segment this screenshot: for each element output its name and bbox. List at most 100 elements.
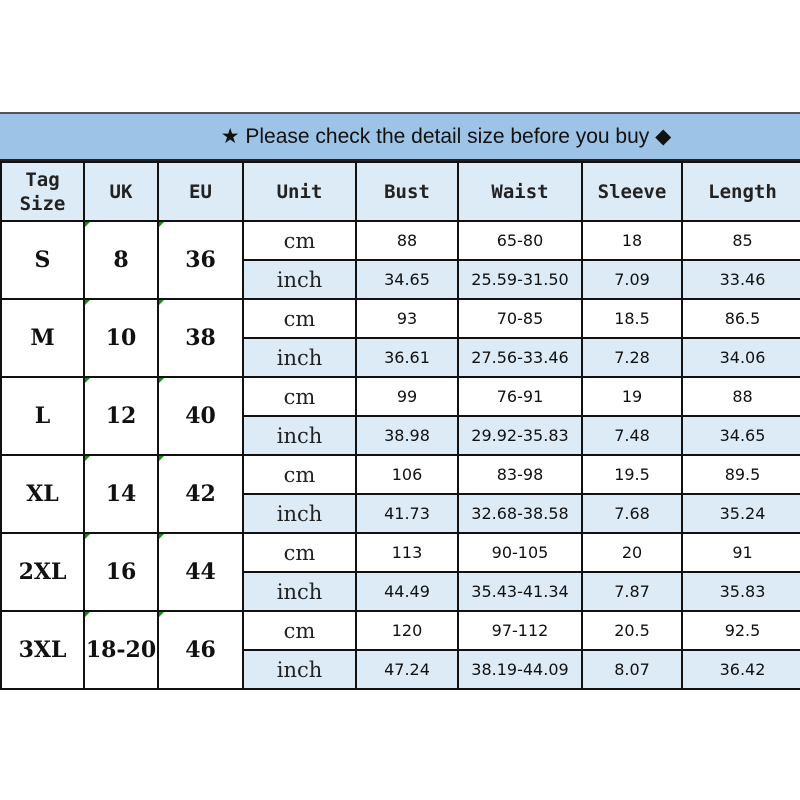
uk-size-cell: 10: [83, 298, 159, 378]
unit-cell: cm: [242, 376, 357, 417]
bust-cell: 99: [355, 376, 459, 417]
bust-cell: 106: [355, 454, 459, 495]
uk-size-cell: 12: [83, 376, 159, 456]
header-length: Length: [681, 161, 800, 222]
length-cell: 35.24: [681, 493, 800, 534]
sleeve-cell: 18.5: [581, 298, 683, 339]
size-chart: ★ Please check the detail size before yo…: [0, 112, 800, 690]
table-row: inch 34.65 25.59-31.50 7.09 33.46: [1, 259, 800, 300]
uk-size-cell: 16: [83, 532, 159, 612]
waist-cell: 70-85: [457, 298, 583, 339]
tag-size-cell: XL: [0, 454, 85, 534]
bust-cell: 34.65: [355, 259, 459, 300]
header-eu: EU: [157, 161, 244, 222]
eu-size-cell: 42: [157, 454, 244, 534]
waist-cell: 27.56-33.46: [457, 337, 583, 378]
bust-cell: 38.98: [355, 415, 459, 456]
length-cell: 34.65: [681, 415, 800, 456]
unit-cell: inch: [242, 493, 357, 534]
table-row: inch 38.98 29.92-35.83 7.48 34.65: [1, 415, 800, 456]
table-row: inch 41.73 32.68-38.58 7.68 35.24: [1, 493, 800, 534]
table-row: XL 14 42 cm 106 83-98 19.5 89.5: [0, 454, 800, 534]
header-unit: Unit: [242, 161, 357, 222]
unit-cell: cm: [242, 454, 357, 495]
length-cell: 86.5: [681, 298, 800, 339]
length-cell: 33.46: [681, 259, 800, 300]
bust-cell: 88: [355, 220, 459, 261]
table-row: M 10 38 cm 93 70-85 18.5 86.5: [0, 298, 800, 378]
length-cell: 85: [681, 220, 800, 261]
sleeve-cell: 8.07: [581, 649, 683, 690]
waist-cell: 38.19-44.09: [457, 649, 583, 690]
unit-cell: inch: [242, 337, 357, 378]
length-cell: 88: [681, 376, 800, 417]
waist-cell: 90-105: [457, 532, 583, 573]
eu-size-cell: 36: [157, 220, 244, 300]
eu-size-cell: 46: [157, 610, 244, 690]
sleeve-cell: 7.68: [581, 493, 683, 534]
header-tag-size: Tag Size: [0, 161, 85, 222]
uk-size-cell: 18-20: [83, 610, 159, 690]
unit-cell: cm: [242, 298, 357, 339]
tag-size-cell: 3XL: [0, 610, 85, 690]
header-row: Tag Size UK EU Unit Bust Waist Sleeve Le…: [0, 161, 800, 222]
eu-size-cell: 44: [157, 532, 244, 612]
table-row: 3XL 18-20 46 cm 120 97-112 20.5 92.5: [0, 610, 800, 690]
unit-cell: inch: [242, 571, 357, 612]
length-cell: 91: [681, 532, 800, 573]
waist-cell: 25.59-31.50: [457, 259, 583, 300]
length-cell: 35.83: [681, 571, 800, 612]
bust-cell: 44.49: [355, 571, 459, 612]
unit-cell: inch: [242, 649, 357, 690]
bust-cell: 93: [355, 298, 459, 339]
waist-cell: 76-91: [457, 376, 583, 417]
table-row: inch 36.61 27.56-33.46 7.28 34.06: [1, 337, 800, 378]
unit-cell: cm: [242, 220, 357, 261]
sleeve-cell: 19: [581, 376, 683, 417]
unit-cell: cm: [242, 532, 357, 573]
waist-cell: 97-112: [457, 610, 583, 651]
bust-cell: 113: [355, 532, 459, 573]
length-cell: 92.5: [681, 610, 800, 651]
bust-cell: 47.24: [355, 649, 459, 690]
chart-title: ★ Please check the detail size before yo…: [0, 112, 800, 161]
tag-size-cell: M: [0, 298, 85, 378]
header-sleeve: Sleeve: [581, 161, 683, 222]
waist-cell: 29.92-35.83: [457, 415, 583, 456]
unit-cell: cm: [242, 610, 357, 651]
uk-size-cell: 14: [83, 454, 159, 534]
sleeve-cell: 18: [581, 220, 683, 261]
waist-cell: 83-98: [457, 454, 583, 495]
length-cell: 36.42: [681, 649, 800, 690]
table-row: S 8 36 cm 88 65-80 18 85: [0, 220, 800, 300]
eu-size-cell: 38: [157, 298, 244, 378]
uk-size-cell: 8: [83, 220, 159, 300]
header-waist: Waist: [457, 161, 583, 222]
sleeve-cell: 20: [581, 532, 683, 573]
waist-cell: 35.43-41.34: [457, 571, 583, 612]
header-uk: UK: [83, 161, 159, 222]
sleeve-cell: 7.48: [581, 415, 683, 456]
length-cell: 89.5: [681, 454, 800, 495]
tag-size-cell: 2XL: [0, 532, 85, 612]
sleeve-cell: 20.5: [581, 610, 683, 651]
sleeve-cell: 7.09: [581, 259, 683, 300]
sleeve-cell: 7.28: [581, 337, 683, 378]
table-row: L 12 40 cm 99 76-91 19 88: [0, 376, 800, 456]
tag-size-cell: L: [0, 376, 85, 456]
eu-size-cell: 40: [157, 376, 244, 456]
table-row: inch 44.49 35.43-41.34 7.87 35.83: [1, 571, 800, 612]
waist-cell: 32.68-38.58: [457, 493, 583, 534]
bust-cell: 120: [355, 610, 459, 651]
table-row: inch 47.24 38.19-44.09 8.07 36.42: [1, 649, 800, 690]
unit-cell: inch: [242, 415, 357, 456]
bust-cell: 36.61: [355, 337, 459, 378]
table-row: 2XL 16 44 cm 113 90-105 20 91: [0, 532, 800, 612]
header-bust: Bust: [355, 161, 459, 222]
sleeve-cell: 19.5: [581, 454, 683, 495]
waist-cell: 65-80: [457, 220, 583, 261]
unit-cell: inch: [242, 259, 357, 300]
tag-size-cell: S: [0, 220, 85, 300]
sleeve-cell: 7.87: [581, 571, 683, 612]
size-table: Tag Size UK EU Unit Bust Waist Sleeve Le…: [0, 161, 800, 690]
